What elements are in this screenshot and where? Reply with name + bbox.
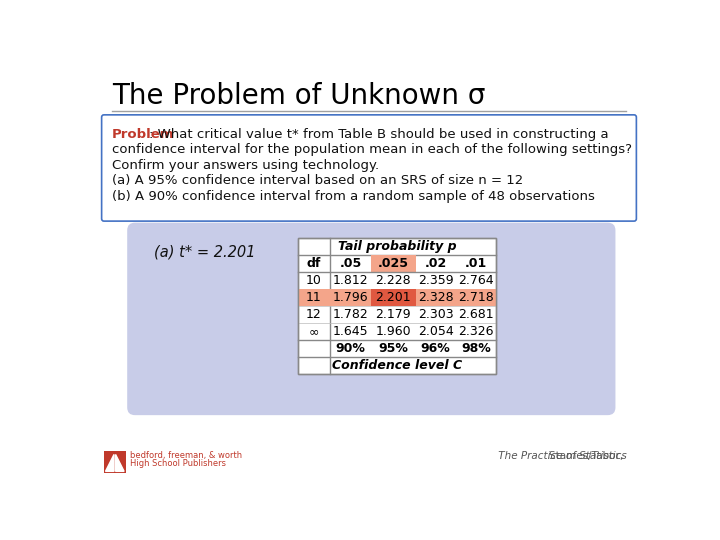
Text: Confidence level C: Confidence level C bbox=[332, 359, 462, 372]
Text: bedford, freeman, & worth: bedford, freeman, & worth bbox=[130, 451, 243, 460]
Text: .02: .02 bbox=[425, 257, 447, 270]
Text: The Practice of Statistics: The Practice of Statistics bbox=[417, 451, 626, 461]
Text: 1.796: 1.796 bbox=[333, 291, 368, 304]
Bar bbox=[104, 451, 126, 473]
Bar bbox=[371, 255, 415, 272]
Text: (b) A 90% confidence interval from a random sample of 48 observations: (b) A 90% confidence interval from a ran… bbox=[112, 190, 595, 202]
Text: 2.201: 2.201 bbox=[375, 291, 411, 304]
Text: Stames/Tabor,: Stames/Tabor, bbox=[549, 451, 626, 461]
FancyBboxPatch shape bbox=[127, 222, 616, 415]
Text: Confirm your answers using technology.: Confirm your answers using technology. bbox=[112, 159, 379, 172]
Text: .05: .05 bbox=[339, 257, 361, 270]
Text: 1.782: 1.782 bbox=[333, 308, 368, 321]
Text: 2.328: 2.328 bbox=[418, 291, 454, 304]
Text: 1.645: 1.645 bbox=[333, 325, 368, 338]
Text: Problem: Problem bbox=[112, 128, 174, 141]
Text: 12: 12 bbox=[306, 308, 322, 321]
Text: 1.812: 1.812 bbox=[333, 274, 368, 287]
Text: 96%: 96% bbox=[420, 342, 451, 355]
Text: The Problem of Unknown σ: The Problem of Unknown σ bbox=[112, 82, 485, 110]
Text: 2.718: 2.718 bbox=[458, 291, 494, 304]
Text: 2.303: 2.303 bbox=[418, 308, 454, 321]
Bar bbox=[297, 238, 496, 374]
FancyBboxPatch shape bbox=[102, 115, 636, 221]
Text: 2.179: 2.179 bbox=[375, 308, 411, 321]
Text: 2.326: 2.326 bbox=[458, 325, 494, 338]
Text: .01: .01 bbox=[465, 257, 487, 270]
Text: 98%: 98% bbox=[461, 342, 491, 355]
Text: confidence interval for the population mean in each of the following settings?: confidence interval for the population m… bbox=[112, 143, 631, 157]
Polygon shape bbox=[106, 455, 114, 471]
Text: .025: .025 bbox=[377, 257, 408, 270]
Text: 1.960: 1.960 bbox=[375, 325, 411, 338]
Text: 90%: 90% bbox=[336, 342, 365, 355]
Text: ∞: ∞ bbox=[309, 325, 319, 338]
Text: 2.228: 2.228 bbox=[375, 274, 411, 287]
Text: 11: 11 bbox=[306, 291, 322, 304]
Text: 95%: 95% bbox=[378, 342, 408, 355]
Text: 2.359: 2.359 bbox=[418, 274, 454, 287]
Text: df: df bbox=[307, 257, 321, 270]
Text: (a) t* = 2.201: (a) t* = 2.201 bbox=[153, 244, 255, 259]
Text: : What critical value t* from Table B should be used in constructing a: : What critical value t* from Table B sh… bbox=[149, 128, 608, 141]
Text: (a) A 95% confidence interval based on an SRS of size n = 12: (a) A 95% confidence interval based on a… bbox=[112, 174, 523, 187]
Bar bbox=[371, 289, 415, 306]
Bar bbox=[297, 238, 496, 374]
Text: Tail probability p: Tail probability p bbox=[338, 240, 456, 253]
Text: 2.764: 2.764 bbox=[458, 274, 494, 287]
Bar bbox=[297, 289, 496, 306]
Text: 2.681: 2.681 bbox=[458, 308, 494, 321]
Text: High School Publishers: High School Publishers bbox=[130, 459, 226, 468]
Text: 10: 10 bbox=[306, 274, 322, 287]
Polygon shape bbox=[116, 455, 124, 471]
Text: 2.054: 2.054 bbox=[418, 325, 454, 338]
